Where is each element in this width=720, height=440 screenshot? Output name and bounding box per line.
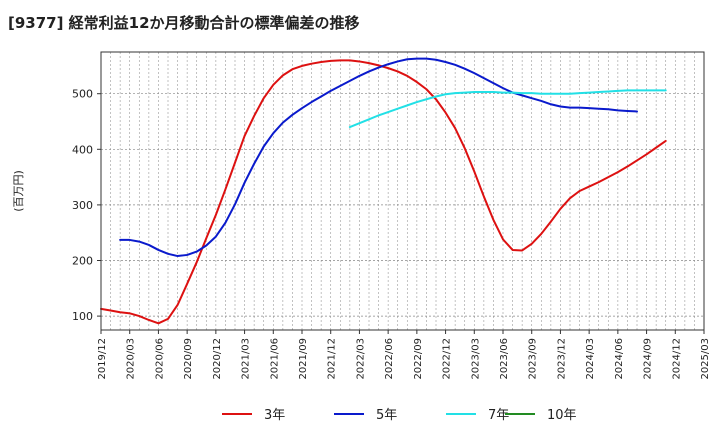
x-tick-label: 2024/09 xyxy=(643,338,654,380)
x-tick-label: 2021/12 xyxy=(327,338,338,380)
x-tick-label: 2023/12 xyxy=(556,338,567,380)
x-tick-label: 2024/06 xyxy=(614,338,625,380)
x-tick-label: 2021/06 xyxy=(269,338,280,380)
x-tick-label: 2020/09 xyxy=(183,338,194,380)
x-tick-label: 2023/06 xyxy=(499,338,510,380)
x-tick-label: 2020/03 xyxy=(126,338,137,380)
legend-label: 7年 xyxy=(488,408,509,423)
plot-frame xyxy=(100,51,705,331)
x-tick-label: 2025/03 xyxy=(700,338,711,380)
x-tick-label: 2020/06 xyxy=(154,338,165,380)
plot-background xyxy=(101,52,704,330)
plot-area xyxy=(101,52,704,330)
x-tick-label: 2022/09 xyxy=(413,338,424,380)
x-tick-label: 2023/09 xyxy=(528,338,539,380)
y-tick-label: 100 xyxy=(72,310,93,323)
series-line xyxy=(348,89,667,129)
y-tick-label: 200 xyxy=(72,255,93,268)
x-tick-label: 2019/12 xyxy=(97,338,108,380)
chart-title: [9377] 経常利益12か月移動合計の標準偏差の推移 xyxy=(8,14,360,32)
legend-label: 5年 xyxy=(376,408,397,423)
y-tick-label: 400 xyxy=(72,143,93,156)
legend-label: 3年 xyxy=(264,408,285,423)
x-tick-label: 2023/03 xyxy=(470,338,481,380)
y-axis-label: (百万円) xyxy=(12,170,25,212)
series-lines xyxy=(100,57,667,325)
series-line xyxy=(119,57,638,258)
x-tick-label: 2022/03 xyxy=(355,338,366,380)
x-tick-label: 2021/09 xyxy=(298,338,309,380)
x-tick-label: 2020/12 xyxy=(212,338,223,380)
axes: 100 200 300 400 500 2019/12 2020/03 2020/06 2020… xyxy=(72,51,711,380)
x-tick-label: 2022/12 xyxy=(442,338,453,380)
x-tick-label: 2024/03 xyxy=(585,338,596,380)
x-tick-label: 2022/06 xyxy=(384,338,395,380)
grid-lines xyxy=(100,52,705,330)
y-tick-label: 500 xyxy=(72,88,93,101)
legend-label: 10年 xyxy=(547,408,577,423)
y-tick-label: 300 xyxy=(72,199,93,212)
x-tick-label: 2024/12 xyxy=(671,338,682,380)
x-tick-label: 2021/03 xyxy=(241,338,252,380)
legend: 3年 5年 7年 10年 xyxy=(222,408,577,423)
